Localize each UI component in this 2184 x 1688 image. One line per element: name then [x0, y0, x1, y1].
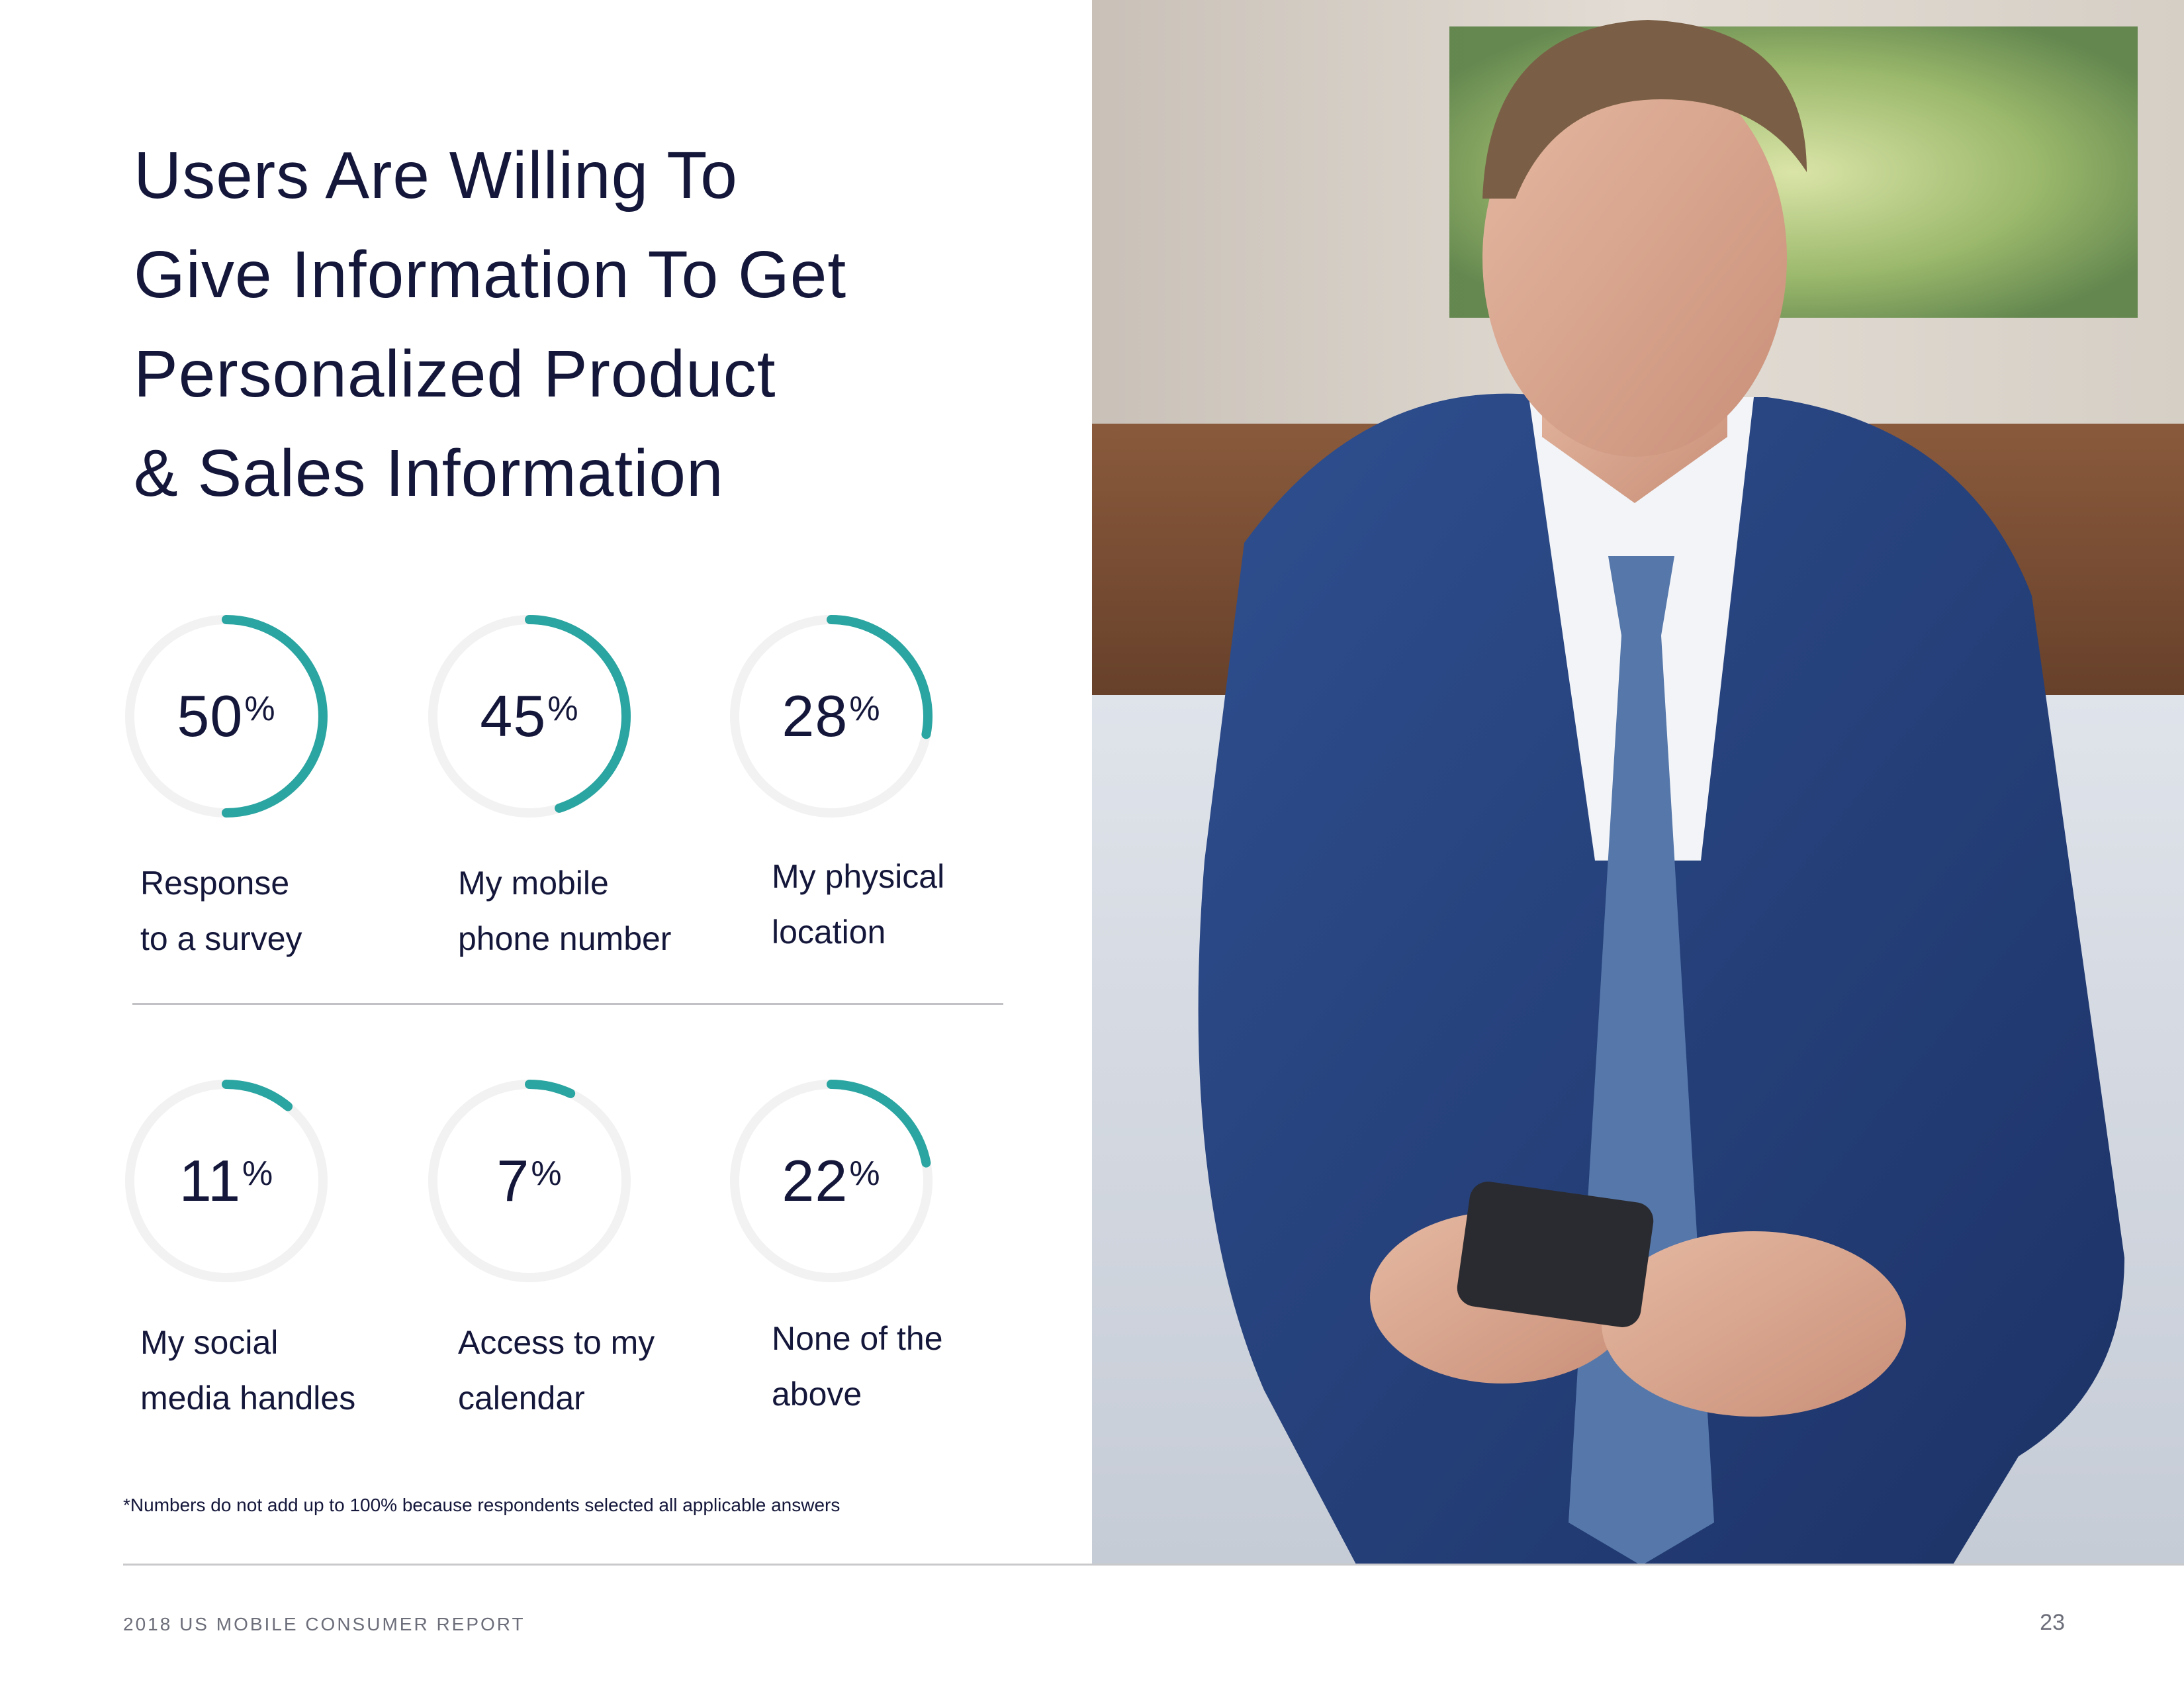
report-name: 2018 US MOBILE CONSUMER REPORT — [123, 1614, 525, 1634]
ring-progress-arc — [222, 1080, 293, 1111]
stat-label: My physical location — [772, 858, 945, 951]
title-line: Personalized Product — [134, 337, 776, 411]
stat-value: 50% — [177, 683, 276, 749]
progress-ring — [120, 610, 332, 822]
stat-value: 11% — [179, 1148, 274, 1213]
title-line: Give Information To Get — [134, 238, 847, 312]
ring-progress-arc — [525, 1080, 576, 1098]
ring-progress-arc — [827, 1080, 931, 1168]
stat-value: 28% — [782, 683, 881, 749]
progress-ring — [725, 1075, 937, 1287]
progress-ring — [424, 1075, 635, 1287]
stat-value: 7% — [496, 1148, 563, 1213]
ring-progress-arc — [222, 615, 328, 818]
stat-label: My social media handles — [140, 1324, 356, 1417]
businessman-photo-icon — [1092, 0, 2184, 1566]
stat-label: Access to my calendar — [458, 1324, 655, 1417]
stat-value: 22% — [782, 1148, 881, 1213]
progress-ring — [424, 610, 635, 822]
page-title: Users Are Willing To Give Information To… — [134, 126, 1027, 523]
footer-divider — [123, 1564, 2184, 1566]
progress-ring — [120, 1075, 332, 1287]
ring-progress-arc — [525, 615, 631, 813]
section-divider — [132, 1003, 1003, 1005]
footnote: *Numbers do not add up to 100% because r… — [123, 1495, 841, 1515]
title-line: Users Are Willing To — [134, 138, 738, 212]
stat-label: My mobile phone number — [458, 865, 672, 957]
stat-label: None of the above — [772, 1320, 943, 1413]
stat-label: Response to a survey — [140, 865, 302, 957]
title-line: & Sales Information — [134, 436, 724, 510]
progress-ring — [725, 610, 937, 822]
ring-progress-arc — [827, 615, 933, 739]
page-number: 23 — [2040, 1610, 2065, 1635]
stat-value: 45% — [480, 683, 579, 749]
